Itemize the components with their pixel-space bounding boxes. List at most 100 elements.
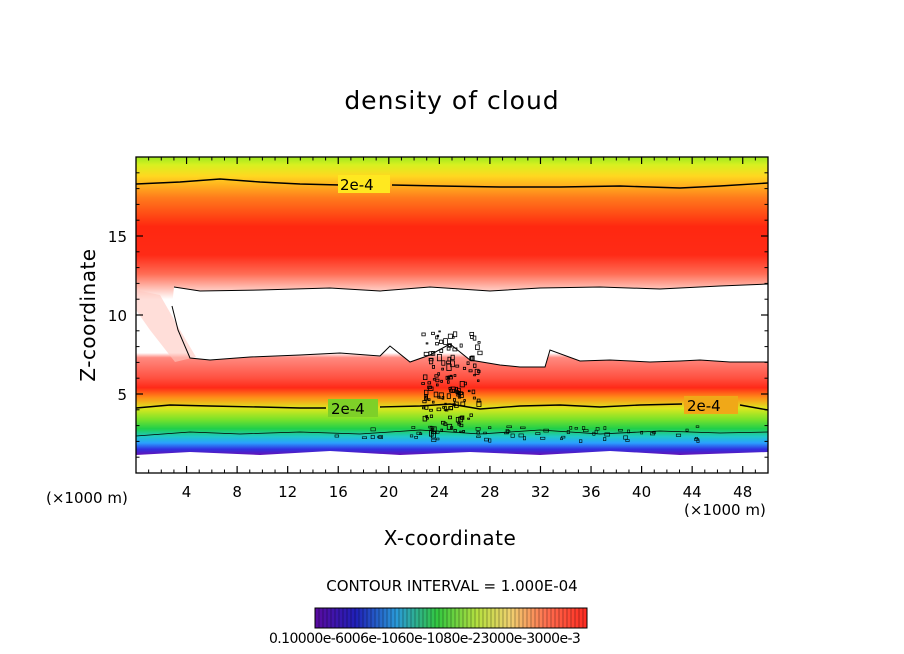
noise-cell: [469, 355, 475, 362]
x-tick-label: 20: [379, 483, 398, 501]
noise-cell: [477, 350, 483, 356]
noise-cell: [446, 363, 452, 371]
y-axis-label: Z-coordinate: [76, 248, 100, 382]
contour-label: 2e-4: [687, 397, 721, 415]
noise-cell: [523, 436, 526, 441]
noise-cell: [462, 366, 467, 370]
noise-cell: [463, 399, 466, 402]
noise-cell: [467, 417, 471, 420]
noise-cell: [429, 430, 434, 437]
noise-cell: [377, 435, 383, 439]
x-tick-label: 24: [430, 483, 449, 501]
x-tick-label: 12: [278, 483, 297, 501]
noise-cell: [543, 428, 549, 433]
noise-cell: [595, 427, 600, 431]
noise-cell: [488, 426, 492, 429]
noise-cell: [696, 439, 700, 443]
noise-cell: [561, 435, 566, 439]
noise-cell: [518, 433, 524, 438]
x-tick-label: 36: [581, 483, 600, 501]
noise-cell: [458, 416, 464, 423]
noise-cell: [436, 407, 442, 412]
noise-cell: [431, 365, 435, 369]
noise-cell: [361, 436, 367, 439]
noise-cell: [566, 430, 571, 434]
contour-line-upper: [136, 178, 768, 189]
noise-cell: [603, 426, 607, 431]
noise-cell: [466, 361, 470, 366]
noise-cell: [422, 400, 427, 404]
noise-cell: [435, 342, 439, 346]
noise-cell: [472, 396, 476, 400]
noise-cell: [436, 383, 439, 387]
noise-cell: [440, 428, 443, 432]
noise-cell: [411, 426, 416, 429]
noise-cell: [446, 360, 451, 365]
noise-cell: [471, 389, 476, 395]
noise-cell: [540, 436, 546, 440]
noise-cell: [483, 431, 487, 435]
convective-noise: [334, 330, 700, 443]
noise-cell: [476, 435, 481, 438]
noise-cell: [473, 363, 477, 368]
noise-cell: [685, 428, 689, 432]
noise-cell: [416, 431, 422, 435]
noise-cell: [447, 380, 450, 384]
noise-cell: [451, 388, 455, 393]
noise-cell: [594, 429, 598, 434]
noise-cell: [574, 427, 578, 430]
y-tick-label: 15: [108, 228, 127, 246]
x-tick-label: 40: [632, 483, 651, 501]
contour-interval: CONTOUR INTERVAL = 1.000E-04: [326, 577, 578, 595]
x-axis: 4 8 12 16 20 24 28 32 36 40 44 48: [148, 157, 756, 501]
noise-cell: [476, 431, 480, 435]
noise-cell: [448, 386, 452, 390]
noise-cell: [439, 348, 444, 353]
noise-cell: [650, 432, 656, 436]
noise-cell: [448, 406, 453, 411]
noise-cell: [625, 439, 630, 442]
left-plume: [136, 290, 196, 362]
noise-cell: [460, 401, 466, 407]
noise-cell: [424, 405, 429, 410]
contour-label: 2e-4: [331, 400, 365, 418]
noise-cell: [446, 393, 451, 399]
noise-cell: [432, 400, 435, 404]
noise-cell: [441, 360, 446, 366]
noise-cell: [434, 374, 439, 378]
noise-cell: [429, 408, 433, 412]
noise-cell: [442, 406, 446, 409]
chart-title: density of cloud: [344, 86, 560, 115]
noise-cell: [452, 331, 458, 338]
noise-cell: [441, 396, 445, 400]
noise-cell: [475, 427, 481, 431]
noise-cell: [443, 338, 448, 345]
noise-cell: [467, 389, 471, 393]
noise-cell: [436, 353, 442, 362]
noise-cell: [427, 381, 432, 385]
contour-line-base: [136, 429, 768, 437]
noise-cell: [435, 430, 440, 434]
noise-cell: [453, 374, 457, 377]
noise-cell: [422, 374, 428, 380]
x-tick-label: 8: [232, 483, 242, 501]
y-tick-label: 5: [117, 386, 127, 404]
x-tick-label: 44: [683, 483, 702, 501]
noise-cell: [459, 430, 462, 433]
noise-cell: [459, 343, 463, 348]
noise-cell: [468, 369, 473, 373]
noise-cell: [477, 341, 481, 344]
noise-cell: [520, 426, 526, 429]
z-unit-label: (×1000 m): [684, 501, 766, 519]
noise-cell: [423, 351, 430, 356]
noise-cell: [334, 434, 340, 438]
noise-cell: [579, 439, 583, 443]
noise-cell: [484, 437, 489, 442]
low-density-region: [172, 284, 768, 367]
noise-cell: [476, 398, 481, 403]
noise-cell: [447, 344, 452, 347]
y-axis: 5 10 15: [108, 172, 768, 458]
noise-cell: [421, 382, 425, 385]
noise-cell: [435, 335, 439, 340]
